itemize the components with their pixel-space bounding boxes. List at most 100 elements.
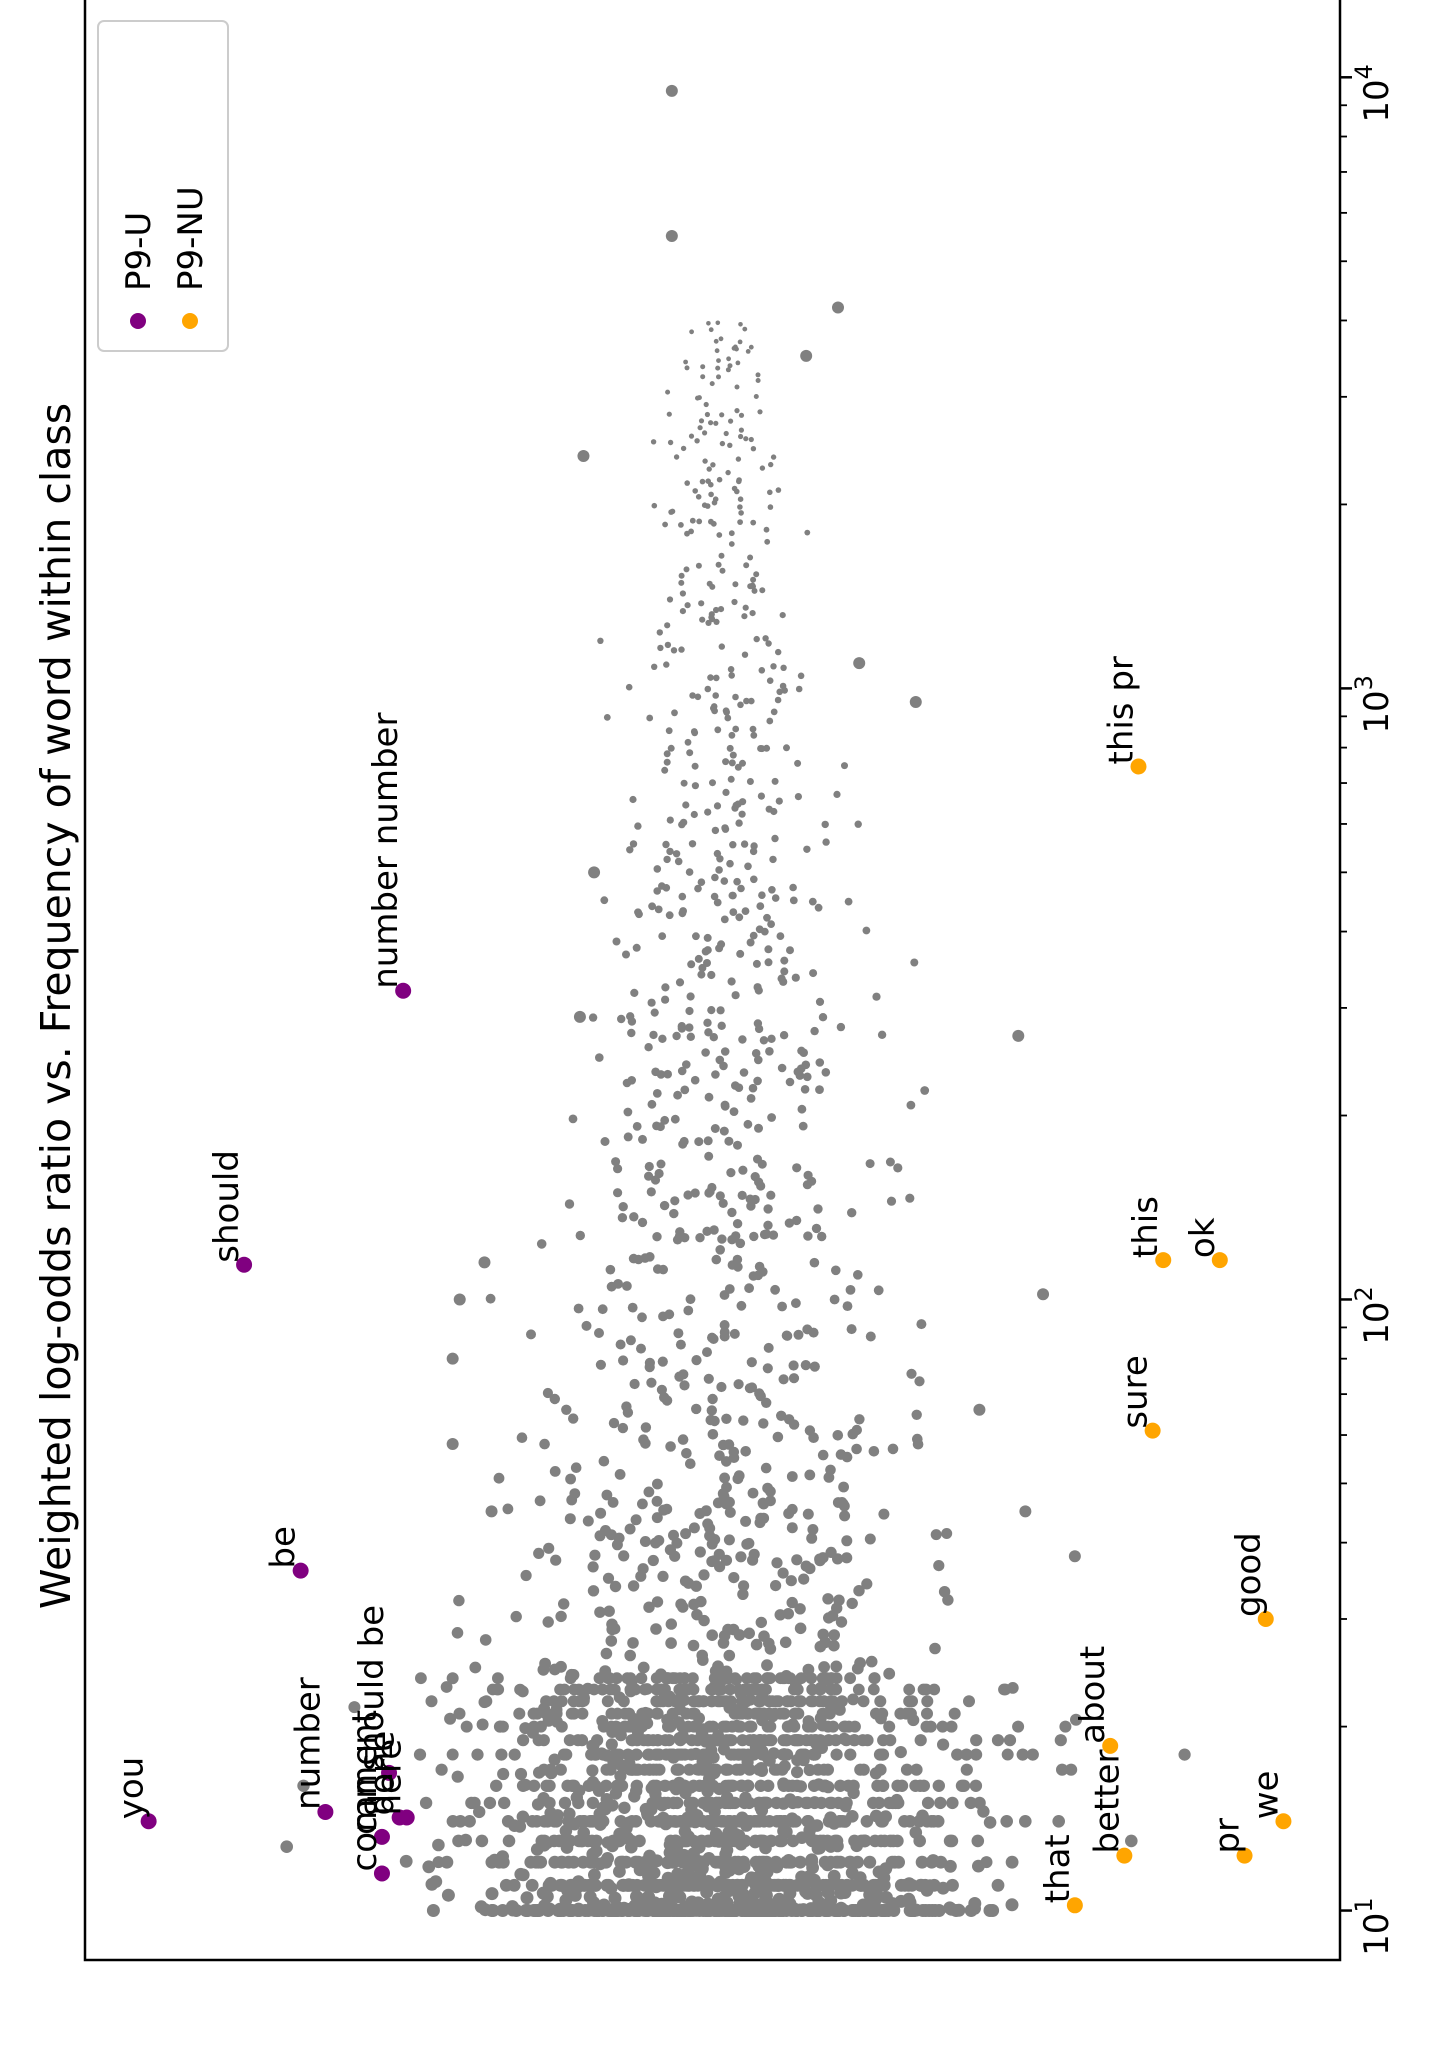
word-point (683, 1763, 696, 1776)
word-point (683, 566, 690, 573)
word-point (777, 974, 786, 983)
word-point (670, 1196, 680, 1206)
word-point (663, 661, 670, 668)
word-point (718, 1198, 728, 1208)
word-point (815, 1058, 825, 1067)
word-point (792, 1163, 802, 1173)
word-point (695, 562, 702, 569)
word-point (721, 1829, 734, 1843)
word-point (744, 1383, 756, 1394)
word-point (713, 618, 720, 625)
word-point (651, 1495, 663, 1507)
word-point (727, 1260, 738, 1270)
word-point (750, 576, 757, 583)
word-point (581, 1834, 595, 1848)
word-point (738, 433, 744, 440)
point-here (398, 1809, 415, 1826)
word-point (508, 1748, 521, 1761)
word-point (688, 433, 695, 439)
word-point (795, 1071, 805, 1080)
word-point (561, 1404, 572, 1415)
word-point (650, 1672, 663, 1685)
word-point (629, 840, 638, 848)
word-point (737, 519, 743, 525)
word-point (877, 1030, 887, 1039)
word-point (638, 1134, 647, 1144)
word-point (704, 1092, 714, 1102)
x-tick-exponent: 2 (1350, 1286, 1378, 1301)
word-point (709, 1225, 719, 1235)
word-point (679, 907, 687, 915)
word-point (661, 995, 670, 1004)
x-tick-label: 101 (1350, 1897, 1397, 1956)
word-point (728, 418, 734, 424)
word-point (702, 430, 708, 436)
word-point (760, 927, 769, 936)
word-point (665, 727, 673, 735)
word-point (969, 1779, 983, 1792)
word-point (777, 1301, 787, 1312)
word-point (698, 963, 707, 972)
word-point (440, 1681, 453, 1693)
word-point (731, 345, 737, 351)
word-point (823, 1707, 836, 1720)
word-point (758, 1418, 769, 1429)
word-point (627, 1017, 637, 1026)
word-point (413, 1748, 427, 1761)
word-point (991, 1734, 1005, 1747)
word-point (665, 1890, 679, 1904)
word-point (991, 1878, 1005, 1892)
word-point (649, 1787, 662, 1801)
word-point (711, 1070, 720, 1079)
word-point (686, 1032, 695, 1041)
word-point (597, 1720, 610, 1733)
word-point (730, 1763, 743, 1776)
word-point (725, 367, 731, 373)
word-point (748, 697, 755, 705)
word-point (825, 1796, 838, 1810)
word-point (1012, 1720, 1025, 1733)
word-point (760, 1796, 773, 1810)
word-point (723, 1534, 735, 1546)
word-point (492, 1683, 505, 1696)
word-point (643, 1486, 655, 1498)
word-point (666, 596, 674, 603)
word-point (877, 1734, 890, 1747)
word-point (613, 1865, 626, 1878)
word-point (723, 1904, 737, 1917)
word-point (540, 1779, 553, 1792)
word-point (770, 1284, 780, 1295)
word-point (854, 1414, 865, 1425)
word-point (599, 1803, 612, 1816)
word-point (689, 1903, 703, 1917)
word-point (625, 683, 633, 691)
word-point (762, 1779, 775, 1792)
word-point (779, 1636, 792, 1649)
word-point (575, 1734, 589, 1747)
word-point (868, 1445, 880, 1457)
word-point (770, 708, 778, 716)
word-point (575, 1230, 585, 1241)
word-point (902, 1877, 916, 1890)
word-point (597, 637, 604, 644)
word-point (478, 1256, 491, 1269)
word-point (621, 1748, 635, 1761)
word-point (657, 1570, 669, 1582)
word-point (732, 1889, 746, 1903)
word-point (587, 1739, 600, 1752)
word-point (634, 822, 642, 830)
word-point (691, 1354, 702, 1366)
word-point (822, 1593, 834, 1605)
word-point (694, 1546, 706, 1558)
word-point (683, 1305, 694, 1316)
x-tick-label: 102 (1350, 1286, 1397, 1345)
word-point (737, 1588, 749, 1600)
word-point (724, 1683, 736, 1696)
word-point (680, 445, 687, 452)
word-point (728, 1748, 741, 1761)
word-point (706, 1683, 718, 1696)
word-point (715, 1904, 728, 1917)
word-point (678, 820, 686, 829)
word-point (734, 488, 740, 495)
word-point (659, 1392, 670, 1403)
